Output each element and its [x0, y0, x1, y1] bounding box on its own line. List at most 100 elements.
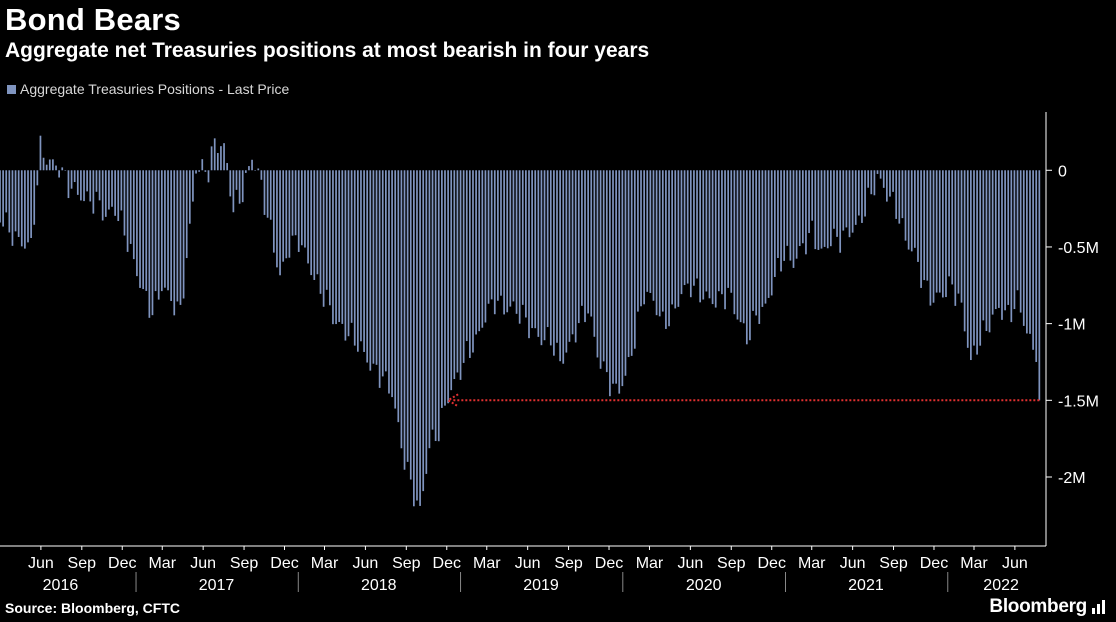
x-month-label: Jun: [190, 555, 216, 572]
bar: [970, 170, 972, 361]
bar: [1004, 170, 1006, 311]
bar: [562, 170, 565, 364]
bar: [935, 170, 938, 293]
bar: [668, 170, 670, 327]
bar: [263, 170, 266, 215]
bar: [948, 170, 950, 277]
bar: [627, 170, 630, 358]
bar: [475, 170, 477, 335]
bar: [954, 170, 957, 306]
brand-label: Bloomberg: [989, 596, 1087, 617]
bar: [587, 170, 589, 314]
bar: [294, 170, 297, 236]
bar: [24, 170, 26, 249]
x-month-label: Dec: [108, 555, 136, 572]
bar: [378, 170, 381, 388]
bar: [148, 170, 151, 318]
x-month-label: Mar: [148, 555, 176, 572]
x-month-label: Jun: [1002, 555, 1028, 572]
bar: [76, 170, 79, 195]
bar: [528, 170, 530, 339]
y-tick-label: 0: [1058, 163, 1067, 180]
bar: [605, 170, 608, 373]
bar: [310, 170, 313, 276]
bar: [425, 170, 428, 474]
bar: [615, 170, 617, 384]
bar: [764, 170, 767, 304]
bar: [938, 170, 941, 293]
bar: [428, 170, 431, 449]
bar: [129, 170, 132, 244]
bar: [879, 170, 882, 179]
bar: [5, 170, 8, 213]
y-tick-label: -1.5M: [1058, 393, 1099, 410]
bar: [332, 170, 334, 325]
bar: [490, 170, 493, 300]
bar: [540, 170, 543, 346]
bar: [266, 170, 269, 218]
bar: [1013, 170, 1016, 310]
bloomberg-logo: Bloomberg: [989, 596, 1106, 618]
bar: [917, 170, 919, 262]
bar: [459, 170, 462, 380]
bar: [210, 146, 213, 171]
bar: [886, 170, 888, 202]
bar: [375, 170, 378, 365]
bar: [581, 170, 583, 306]
bar: [714, 170, 717, 308]
bar: [216, 153, 219, 171]
bar: [867, 170, 870, 188]
bar: [761, 170, 764, 307]
bar: [546, 170, 549, 328]
bar: [397, 170, 400, 423]
bar: [792, 170, 795, 268]
bar: [229, 170, 232, 197]
bar: [770, 170, 773, 296]
bar: [1038, 170, 1041, 401]
bar: [777, 170, 779, 258]
bar: [182, 170, 185, 299]
bar: [2, 170, 4, 227]
bar: [447, 170, 449, 404]
bar: [173, 170, 176, 316]
bar: [260, 170, 263, 180]
bar: [86, 170, 88, 192]
bar: [910, 170, 913, 252]
bar: [882, 170, 885, 188]
bar: [136, 170, 138, 277]
bar: [145, 170, 148, 291]
bar: [285, 170, 288, 259]
bar: [347, 170, 350, 337]
bar: [643, 170, 645, 305]
bar: [889, 170, 891, 197]
bar: [876, 170, 879, 174]
bar: [450, 170, 453, 391]
bar: [313, 170, 316, 280]
bar: [441, 170, 443, 408]
bar: [957, 170, 960, 294]
bar: [357, 170, 359, 352]
bar: [559, 170, 561, 362]
bar: [472, 170, 474, 353]
bar: [39, 135, 42, 171]
bar: [64, 170, 67, 171]
bar: [142, 170, 144, 290]
bar: [985, 170, 988, 332]
bar: [272, 170, 275, 253]
bar: [537, 170, 540, 337]
x-month-label: Sep: [554, 555, 583, 572]
bar: [945, 170, 947, 298]
bar: [226, 163, 229, 171]
bar: [565, 170, 568, 353]
bar: [45, 164, 48, 171]
bar: [185, 170, 188, 259]
bar: [207, 170, 210, 183]
bar: [966, 170, 969, 348]
bar: [864, 170, 866, 217]
bar: [179, 170, 182, 305]
bar: [593, 170, 596, 337]
bar: [982, 170, 985, 321]
y-tick-label: -1M: [1058, 317, 1086, 334]
bar: [198, 170, 201, 172]
bar: [848, 170, 851, 238]
